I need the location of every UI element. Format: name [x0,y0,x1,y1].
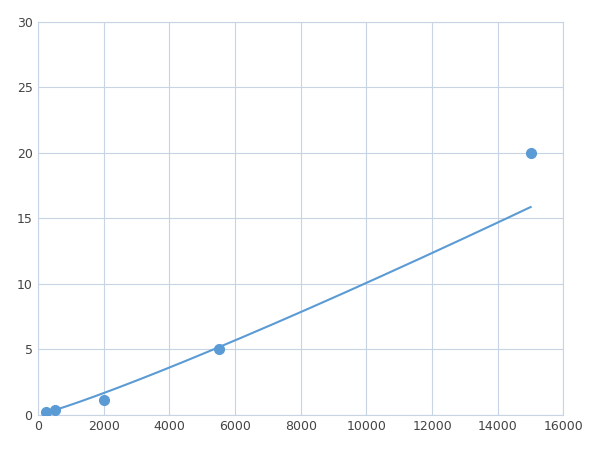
Point [526,149,535,156]
Point [50,407,59,414]
Point [99,397,109,404]
Point [41,409,51,416]
Point [214,346,223,353]
